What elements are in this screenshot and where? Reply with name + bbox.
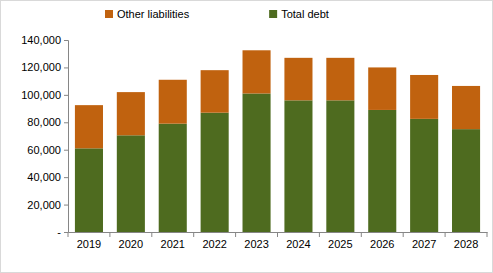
y-axis: - 20,000 40,000 60,000 80,000 100,000 120,000 1… (21, 34, 68, 238)
bar (243, 50, 271, 93)
y-tick-mark (64, 40, 68, 41)
bar (117, 135, 145, 232)
x-tick-label: 2027 (412, 238, 436, 250)
x-separator (277, 232, 278, 237)
y-tick-label: 60,000 (27, 144, 61, 156)
y-tick: 60,000 (27, 144, 68, 156)
x-tick: 2027 (412, 232, 436, 250)
x-separator (361, 232, 362, 237)
bar (452, 86, 480, 129)
bar (368, 67, 396, 110)
x-tick: 2024 (286, 232, 310, 250)
legend-item: Total debt (269, 8, 329, 20)
legend-swatch (269, 10, 277, 18)
bar (159, 80, 187, 124)
y-tick: - (57, 226, 68, 238)
bar (159, 124, 187, 232)
y-tick-label: 140,000 (21, 34, 61, 46)
x-tick: 2025 (328, 232, 352, 250)
bar (201, 70, 229, 113)
x-tick-label: 2023 (244, 238, 268, 250)
x-tick: 2020 (119, 232, 143, 250)
chart-frame (1, 1, 493, 273)
y-tick-mark (64, 95, 68, 96)
y-tick-label: 80,000 (27, 116, 61, 128)
x-tick-label: 2024 (286, 238, 310, 250)
series-bars (75, 50, 480, 148)
y-tick: 40,000 (27, 171, 68, 183)
legend: Other liabilities Total debt (105, 8, 329, 20)
x-separator (151, 232, 152, 237)
x-separator (487, 232, 488, 237)
bar (284, 58, 312, 101)
x-tick-label: 2022 (202, 238, 226, 250)
y-tick-mark (64, 232, 68, 233)
x-tick-label: 2020 (119, 238, 143, 250)
x-separator (445, 232, 446, 237)
x-tick-label: 2028 (454, 238, 478, 250)
x-axis: 2019 2020 2021 2022 2023 2024 2025 2026 2027 2028 (68, 232, 488, 250)
bar (75, 148, 103, 232)
x-tick-label: 2021 (161, 238, 185, 250)
chart: - 20,000 40,000 60,000 80,000 100,000 120,000 1… (0, 0, 493, 273)
y-tick-label: 20,000 (27, 199, 61, 211)
bar (326, 58, 354, 101)
bar (326, 100, 354, 232)
x-tick: 2019 (77, 232, 101, 250)
y-tick-mark (64, 150, 68, 151)
bar (452, 129, 480, 232)
x-separator (235, 232, 236, 237)
bars (75, 50, 480, 232)
bar (201, 113, 229, 232)
y-tick-mark (64, 177, 68, 178)
x-separator (319, 232, 320, 237)
y-tick-label: 100,000 (21, 89, 61, 101)
y-tick: 140,000 (21, 34, 68, 46)
x-tick-label: 2025 (328, 238, 352, 250)
legend-item: Other liabilities (105, 8, 190, 20)
x-separator (193, 232, 194, 237)
x-tick: 2026 (370, 232, 394, 250)
x-tick: 2021 (161, 232, 185, 250)
legend-label: Total debt (281, 8, 329, 20)
y-tick-label: 40,000 (27, 171, 61, 183)
x-tick: 2028 (454, 232, 478, 250)
y-tick-mark (64, 67, 68, 68)
x-tick-label: 2019 (77, 238, 101, 250)
x-separator (109, 232, 110, 237)
y-tick-label: - (57, 226, 61, 238)
bar (368, 110, 396, 232)
bar (117, 92, 145, 135)
x-tick: 2022 (202, 232, 226, 250)
bar (410, 119, 438, 232)
legend-swatch (105, 10, 113, 18)
y-tick-label: 120,000 (21, 61, 61, 73)
legend-label: Other liabilities (117, 8, 190, 20)
bar (410, 75, 438, 119)
bar (75, 105, 103, 148)
x-tick-label: 2026 (370, 238, 394, 250)
y-tick: 20,000 (27, 199, 68, 211)
y-tick: 120,000 (21, 61, 68, 73)
plot: - 20,000 40,000 60,000 80,000 100,000 120,000 1… (21, 34, 487, 250)
x-separator (403, 232, 404, 237)
y-tick: 100,000 (21, 89, 68, 101)
x-separator (68, 232, 69, 237)
x-separators (68, 232, 487, 237)
y-tick: 80,000 (27, 116, 68, 128)
x-tick: 2023 (244, 232, 268, 250)
bar (243, 93, 271, 232)
bar (284, 100, 312, 232)
y-tick-mark (64, 122, 68, 123)
y-tick-mark (64, 205, 68, 206)
y-axis-line (64, 41, 69, 233)
